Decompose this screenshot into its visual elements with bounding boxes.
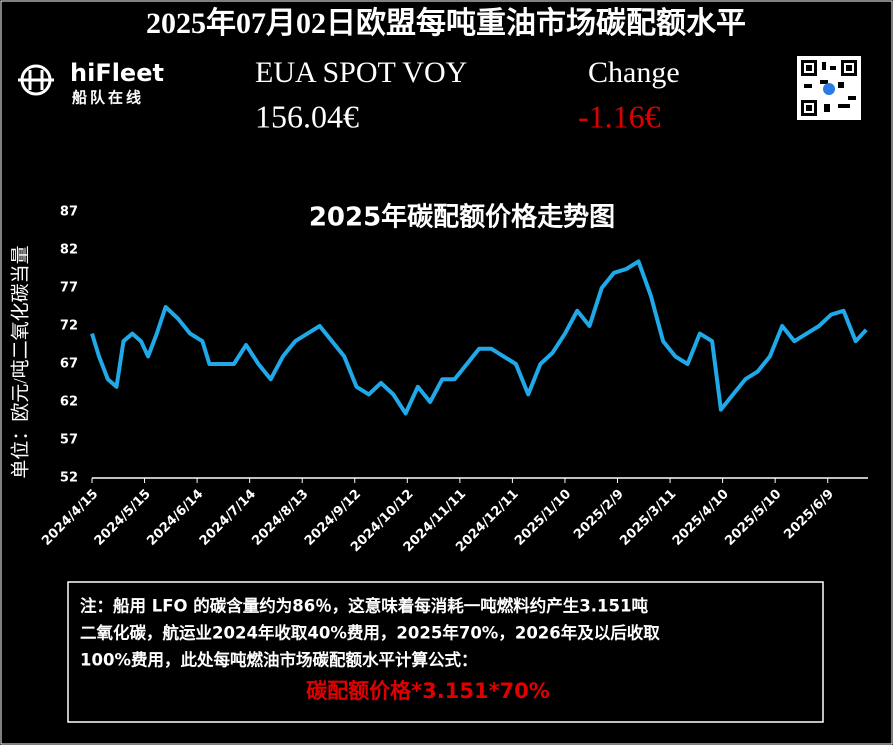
price-label: EUA SPOT VOY xyxy=(255,56,467,89)
note-line: 100%费用，此处每吨燃油市场碳配额水平计算公式： xyxy=(80,650,477,670)
note-box xyxy=(67,581,824,723)
y-tick-label: 82 xyxy=(60,243,78,258)
change: -1.16€ xyxy=(578,98,661,134)
price: 156.04€ xyxy=(255,98,359,134)
x-tick-label: 2025/2/9 xyxy=(571,487,627,543)
x-tick-label: 2025/1/10 xyxy=(512,487,574,549)
page-title: 2025年07月02日欧盟每吨重油市场碳配额水平 xyxy=(146,6,746,40)
y-tick-label: 57 xyxy=(60,433,78,448)
x-tick-label: 2025/6/9 xyxy=(781,487,837,543)
logo xyxy=(18,64,54,96)
y-tick-label: 87 xyxy=(60,205,78,220)
chart-title: 2025年碳配额价格走势图 xyxy=(309,202,615,233)
y-tick-label: 72 xyxy=(60,319,78,334)
y-tick-label: 52 xyxy=(60,471,78,486)
note-line: 二氧化碳，航运业2024年收取40%费用，2025年70%，2026年及以后收取 xyxy=(80,623,660,643)
note-line: 注：船用 LFO 的碳含量约为86％，这意味着每消耗一吨燃料约产生3.151吨 xyxy=(80,596,648,616)
brand: hiFleet xyxy=(70,59,164,87)
change-label: Change xyxy=(588,56,680,89)
formula: 碳配额价格*3.151*70% xyxy=(306,679,550,703)
y-tick-label: 62 xyxy=(60,395,78,410)
x-tick-label: 2025/5/10 xyxy=(722,487,784,549)
y-tick-label: 77 xyxy=(60,281,78,296)
qr-code xyxy=(797,56,861,120)
brand-sub: 船队在线 xyxy=(72,89,144,107)
y-axis-label: 单位：欧元/吨二氧化碳当量 xyxy=(9,245,31,478)
price-line xyxy=(90,259,868,416)
y-tick-label: 67 xyxy=(60,357,78,372)
